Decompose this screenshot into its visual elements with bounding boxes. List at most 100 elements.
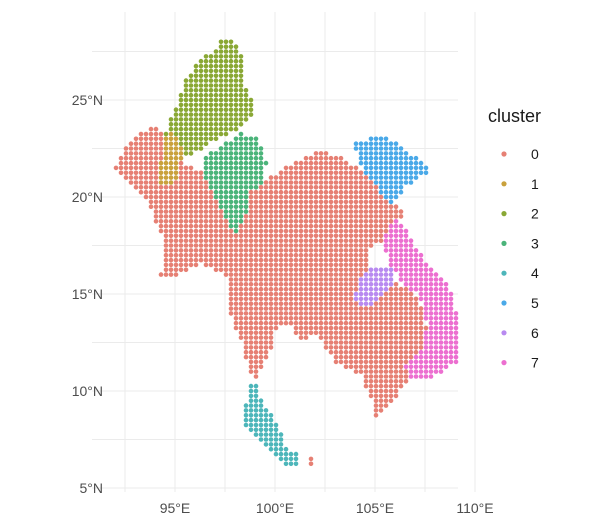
- map-dot-cluster-0: [408, 311, 414, 316]
- map-dot-cluster-0: [288, 301, 294, 307]
- map-dot-cluster-0: [353, 209, 359, 214]
- map-dot-cluster-0: [333, 340, 339, 345]
- map-dot-cluster-7: [428, 272, 434, 277]
- map-dot-cluster-0: [383, 374, 389, 379]
- map-dot-cluster-7: [438, 291, 444, 297]
- map-dot-cluster-0: [363, 194, 369, 200]
- map-dot-cluster-0: [288, 233, 294, 239]
- map-dot-cluster-0: [358, 248, 364, 253]
- map-dot-cluster-0: [188, 233, 194, 239]
- map-dot-cluster-1: [163, 160, 169, 166]
- map-dot-cluster-0: [398, 369, 404, 374]
- map-dot-cluster-0: [128, 165, 134, 171]
- map-dot-cluster-7: [443, 301, 449, 307]
- map-dot-cluster-0: [233, 243, 239, 248]
- map-dot-cluster-0: [393, 383, 399, 389]
- map-dot-cluster-0: [403, 306, 409, 311]
- map-dot-cluster-0: [273, 223, 279, 229]
- map-dot-cluster-7: [388, 228, 394, 234]
- map-dot-cluster-0: [303, 291, 309, 297]
- map-dot-cluster-0: [383, 398, 389, 404]
- map-dot-cluster-3: [218, 180, 224, 185]
- map-dot-cluster-1: [168, 160, 174, 166]
- map-dot-cluster-7: [383, 238, 389, 243]
- map-dot-cluster-0: [323, 175, 329, 180]
- map-dot-cluster-7: [428, 306, 434, 311]
- map-dot-cluster-0: [273, 180, 279, 185]
- map-dot-cluster-0: [248, 248, 254, 253]
- map-dot-cluster-0: [263, 286, 269, 292]
- map-dot-cluster-0: [388, 316, 394, 321]
- map-dot-cluster-3: [233, 185, 239, 190]
- map-dot-cluster-0: [368, 335, 374, 340]
- map-dot-cluster-2: [228, 92, 234, 98]
- map-dot-cluster-0: [288, 238, 294, 243]
- map-dot-cluster-2: [203, 136, 209, 142]
- map-dot-cluster-2: [213, 107, 219, 112]
- map-dot-cluster-3: [238, 165, 244, 171]
- map-dot-cluster-3: [233, 219, 239, 224]
- map-dot-cluster-0: [368, 311, 374, 316]
- legend-key-2: [501, 211, 507, 217]
- map-dot-cluster-0: [343, 277, 349, 282]
- map-dot-cluster-0: [328, 286, 334, 292]
- map-dot-cluster-0: [248, 194, 254, 200]
- map-dot-cluster-2: [213, 102, 219, 108]
- map-dot-cluster-0: [368, 180, 374, 185]
- map-dot-cluster-0: [298, 209, 304, 214]
- map-dot-cluster-0: [333, 160, 339, 166]
- map-dot-cluster-0: [163, 262, 169, 268]
- map-dot-cluster-0: [128, 155, 134, 161]
- map-dot-cluster-0: [373, 383, 379, 389]
- map-dot-cluster-0: [288, 262, 294, 268]
- map-dot-cluster-7: [403, 364, 409, 370]
- map-dot-cluster-0: [258, 272, 264, 277]
- map-dot-cluster-0: [343, 330, 349, 336]
- map-dot-cluster-0: [408, 330, 414, 336]
- map-dot-cluster-0: [373, 320, 379, 326]
- map-dot-cluster-2: [223, 44, 229, 49]
- map-dot-cluster-2: [203, 97, 209, 103]
- map-dot-cluster-0: [303, 160, 309, 166]
- map-dot-cluster-5: [378, 136, 384, 142]
- map-dot-cluster-0: [333, 325, 339, 331]
- map-dot-cluster-0: [258, 194, 264, 200]
- map-dot-cluster-0: [413, 316, 419, 321]
- map-dot-cluster-7: [443, 325, 449, 331]
- map-dot-cluster-0: [178, 219, 184, 224]
- map-dot-cluster-2: [188, 131, 194, 137]
- map-dot-cluster-2: [233, 97, 239, 103]
- map-dot-cluster-0: [338, 262, 344, 268]
- map-dot-cluster-0: [343, 223, 349, 229]
- map-dot-cluster-0: [233, 325, 239, 331]
- map-dot-cluster-0: [208, 243, 214, 248]
- map-dot-cluster-0: [358, 369, 364, 374]
- map-dot-cluster-2: [208, 92, 214, 98]
- map-dot-cluster-0: [193, 199, 199, 205]
- map-dot-cluster-0: [338, 160, 344, 166]
- map-dot-cluster-0: [313, 257, 319, 263]
- map-dot-cluster-0: [178, 228, 184, 234]
- map-dot-cluster-1: [173, 146, 179, 151]
- map-dot-cluster-0: [388, 349, 394, 355]
- map-dot-cluster-2: [188, 112, 194, 117]
- map-dot-cluster-0: [123, 175, 129, 180]
- map-dot-cluster-5: [378, 185, 384, 190]
- map-dot-cluster-0: [143, 160, 149, 166]
- map-dot-cluster-0: [348, 354, 354, 360]
- map-dot-cluster-2: [178, 122, 184, 127]
- map-dot-cluster-5: [368, 151, 374, 156]
- map-dot-cluster-7: [423, 282, 429, 287]
- map-dot-cluster-2: [198, 122, 204, 127]
- map-dot-cluster-3: [243, 151, 249, 156]
- map-dot-cluster-0: [178, 160, 184, 166]
- map-dot-cluster-0: [378, 204, 384, 209]
- map-dot-cluster-7: [423, 272, 429, 277]
- map-dot-cluster-2: [203, 58, 209, 64]
- map-dot-cluster-4: [248, 408, 254, 413]
- map-dot-cluster-0: [313, 175, 319, 180]
- map-dot-cluster-0: [318, 325, 324, 331]
- map-dot-cluster-0: [323, 160, 329, 166]
- map-dot-cluster-0: [383, 383, 389, 389]
- map-dot-cluster-2: [233, 44, 239, 49]
